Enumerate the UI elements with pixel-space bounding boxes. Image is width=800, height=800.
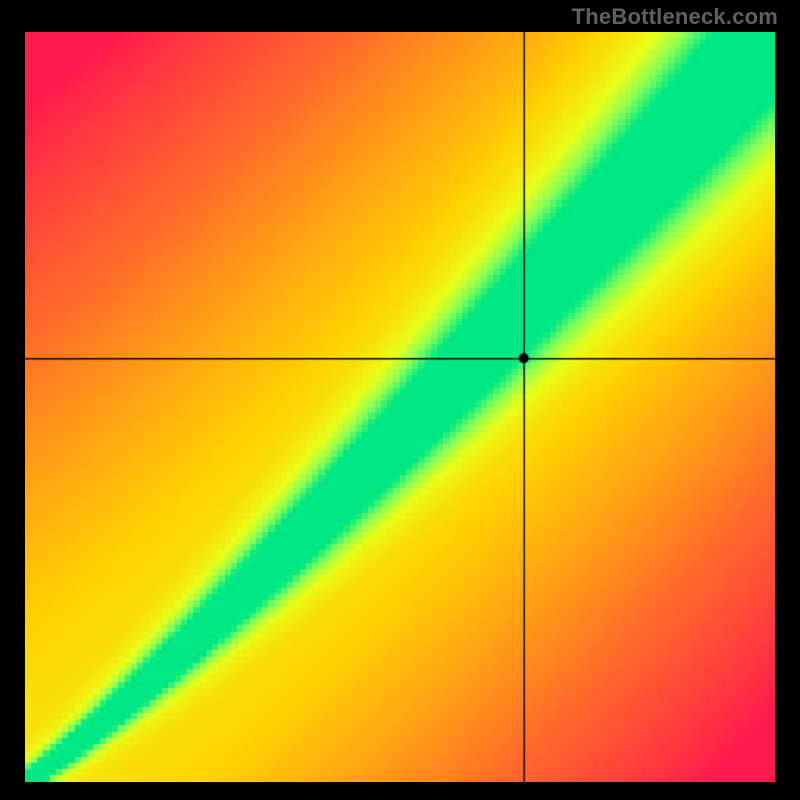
chart-container: { "watermark": { "text": "TheBottleneck.… (0, 0, 800, 800)
bottleneck-heatmap (25, 32, 775, 782)
watermark-text: TheBottleneck.com (572, 4, 778, 30)
